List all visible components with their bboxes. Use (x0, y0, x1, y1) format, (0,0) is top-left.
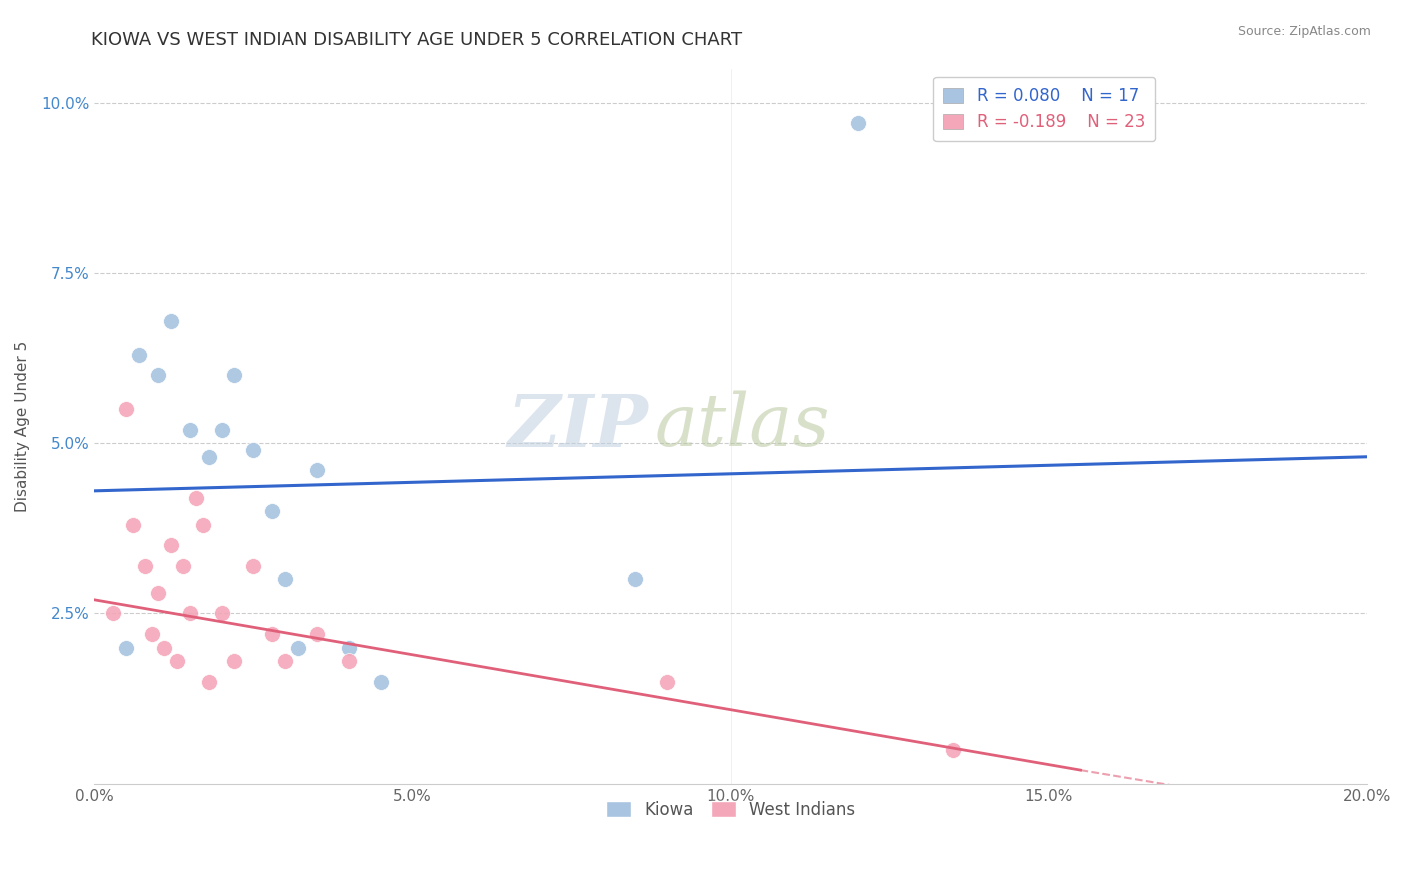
Point (103, 607, 125, 621)
Point (274, 654, 297, 668)
Point (153, 640, 176, 655)
Point (186, 491, 208, 505)
Point (172, 558, 194, 573)
Point (115, 640, 138, 655)
Point (655, 674, 678, 689)
Point (166, 654, 188, 668)
Text: ZIP: ZIP (508, 391, 648, 462)
Point (128, 348, 150, 362)
Point (121, 517, 143, 532)
Point (224, 654, 246, 668)
Text: atlas: atlas (654, 391, 830, 461)
Point (242, 558, 264, 573)
Point (198, 450, 221, 464)
Y-axis label: Disability Age Under 5: Disability Age Under 5 (15, 341, 30, 512)
Point (134, 558, 156, 573)
Point (179, 607, 201, 621)
Point (337, 640, 360, 655)
Point (287, 640, 309, 655)
Point (146, 586, 169, 600)
Point (146, 368, 169, 382)
Point (141, 627, 163, 641)
Point (274, 573, 297, 587)
Point (224, 368, 246, 382)
Point (159, 313, 181, 327)
Point (115, 402, 138, 417)
Point (242, 442, 264, 457)
Legend: Kiowa, West Indians: Kiowa, West Indians (599, 794, 862, 825)
Point (370, 674, 392, 689)
Point (262, 627, 284, 641)
Point (159, 538, 181, 552)
Point (305, 627, 328, 641)
Point (211, 423, 233, 437)
Point (211, 607, 233, 621)
Point (337, 654, 360, 668)
Point (198, 674, 221, 689)
Text: KIOWA VS WEST INDIAN DISABILITY AGE UNDER 5 CORRELATION CHART: KIOWA VS WEST INDIAN DISABILITY AGE UNDE… (91, 31, 742, 49)
Point (305, 463, 328, 477)
Point (846, 116, 869, 130)
Point (179, 423, 201, 437)
Text: Source: ZipAtlas.com: Source: ZipAtlas.com (1237, 25, 1371, 38)
Point (262, 504, 284, 518)
Point (942, 742, 965, 756)
Point (624, 573, 647, 587)
Point (191, 517, 214, 532)
